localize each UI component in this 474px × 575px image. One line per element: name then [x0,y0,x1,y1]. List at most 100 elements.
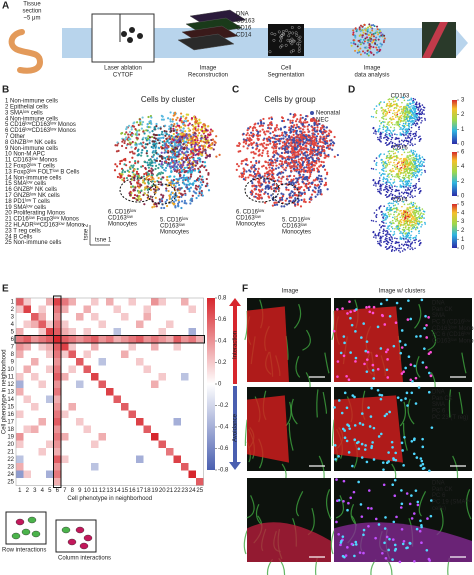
cluster-point [200,183,204,186]
marker-point [409,245,412,248]
cluster-point [186,179,190,182]
marker-point [401,111,403,113]
group-point [281,171,285,174]
cluster-point [181,135,184,139]
group-point [309,136,312,139]
cluster-legend: 17 GNZBˡᵒʷ NK cells [5,192,60,199]
marker-point [405,131,407,134]
annotation: 6. CD16ˡᵒʷ [108,209,136,216]
marker-point [408,122,410,125]
group-point [255,159,258,163]
cluster-point [176,155,179,158]
cluster-point [145,139,148,142]
heatmap-cell [106,328,114,336]
marker-point [412,237,414,240]
cluster-point [160,133,163,136]
group-point [299,191,302,194]
heatmap-cell [53,328,61,336]
marker-point [418,180,420,183]
marker-point [388,195,390,197]
group-point [240,175,243,179]
panel-letter: E [2,284,9,295]
group-point [289,156,292,159]
marker-point [415,112,418,115]
marker-point [414,224,417,226]
marker-point [409,212,411,214]
analysis-dot [368,43,371,46]
marker-point [398,177,401,180]
group-point [275,126,278,129]
cluster-point [189,171,192,174]
annotation: 6. CD16ˡᵒʷ [236,209,264,216]
analysis-dot [371,27,374,30]
cluster-point [151,206,154,209]
marker-point [394,204,397,206]
heatmap-cell [46,320,54,328]
marker-point [389,156,392,159]
marker-point [400,186,403,188]
marker-point [401,176,404,179]
cluster-point [147,169,151,173]
marker-point [384,188,386,191]
cluster-point [185,113,188,116]
group-point [313,164,316,167]
marker-point [406,241,409,243]
marker-point [388,181,391,184]
cluster-point [181,139,184,143]
analysis-dot [353,39,356,42]
marker-point [412,206,414,209]
marker-point [412,185,414,188]
group-point [319,190,322,194]
group-point [275,124,279,127]
group-point [271,167,274,170]
cluster-point [129,151,132,154]
group-point [293,141,296,144]
marker-point [414,202,416,205]
group-point [297,183,300,186]
marker-point [389,117,392,120]
marker-point [410,234,412,237]
group-point [310,163,313,166]
cluster-point [115,150,119,153]
group-point [326,188,329,191]
marker-point [414,155,417,158]
marker-point [390,138,393,141]
marker-point [402,231,405,234]
group-point [293,124,296,127]
marker-point [390,170,392,173]
marker-point [406,224,409,226]
cluster-point [191,194,194,197]
marker-point [391,142,394,145]
marker-point [400,218,403,221]
analysis-dot [381,33,384,36]
marker-point [409,134,412,137]
cluster-point [168,135,171,138]
group-point [323,138,326,141]
panel-letter: D [348,85,355,96]
marker-point [374,181,377,184]
cluster-point [127,133,130,136]
group-point [316,193,319,196]
cluster-point [123,170,127,174]
marker-point [402,226,405,229]
cluster-point [143,132,146,135]
marker-point [407,217,410,219]
marker-point [380,236,383,239]
marker-point [403,203,406,206]
group-point [288,175,291,178]
group-point [264,187,267,190]
group-point [252,150,255,154]
marker-point [397,110,399,112]
group-point [247,127,250,130]
marker-point [389,103,392,105]
marker-point [400,134,403,136]
cluster-point [185,183,188,186]
analysis-dot [359,47,362,50]
marker-point [412,133,414,136]
marker-point [419,135,421,138]
cluster-point [170,124,173,127]
group-point [298,136,302,139]
analysis-dot [372,35,375,38]
group-point [252,141,256,144]
analysis-dot [377,38,380,41]
